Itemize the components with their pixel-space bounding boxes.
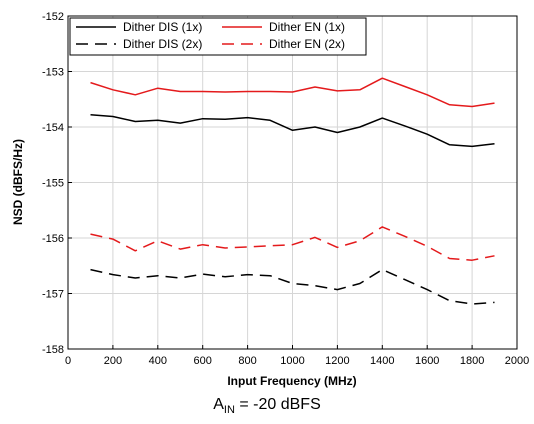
x-axis-title: Input Frequency (MHz) xyxy=(227,374,356,388)
legend-label-3: Dither EN (2x) xyxy=(269,37,345,51)
x-tick-label: 1400 xyxy=(370,355,394,367)
x-tick-label: 2000 xyxy=(505,355,529,367)
series-lines xyxy=(90,77,495,305)
caption-rest: = -20 dBFS xyxy=(234,396,321,413)
series-line-3 xyxy=(90,226,495,261)
legend: Dither DIS (1x) Dither EN (1x) Dither DIS … xyxy=(69,17,367,56)
y-axis-title: NSD (dBFS/Hz) xyxy=(11,139,25,225)
y-tick-label: -157 xyxy=(42,289,64,301)
ticks: 0 200 400 600 800 1000 1200 1400 1600 1800 2000 -15… xyxy=(42,11,529,367)
y-tick-label: -156 xyxy=(42,233,64,245)
x-tick-label: 600 xyxy=(194,355,212,367)
x-tick-label: 1600 xyxy=(415,355,439,367)
legend-label-1: Dither EN (1x) xyxy=(269,20,345,34)
y-tick-label: -154 xyxy=(42,122,64,134)
caption-subscript: IN xyxy=(223,404,235,417)
x-tick-label: 0 xyxy=(65,355,71,367)
grid xyxy=(67,15,518,350)
y-tick-label: -155 xyxy=(42,178,64,190)
legend-label-0: Dither DIS (1x) xyxy=(123,20,202,34)
series-line-1 xyxy=(90,77,495,108)
legend-box xyxy=(69,17,367,56)
x-tick-label: 200 xyxy=(104,355,122,367)
legend-label-2: Dither DIS (2x) xyxy=(123,37,202,51)
series-line-0 xyxy=(90,114,495,148)
caption-main: A xyxy=(213,396,224,413)
x-tick-label: 1000 xyxy=(280,355,304,367)
y-tick-label: -153 xyxy=(42,67,64,79)
x-tick-label: 1200 xyxy=(325,355,349,367)
x-tick-label: 800 xyxy=(238,355,256,367)
x-tick-label: 400 xyxy=(149,355,167,367)
y-tick-label: -152 xyxy=(42,11,64,23)
chart: 0 200 400 600 800 1000 1200 1400 1600 1800 2000 -15… xyxy=(11,11,529,388)
series-line-2 xyxy=(90,268,495,305)
x-tick-label: 1800 xyxy=(460,355,484,367)
y-tick-label: -158 xyxy=(42,344,64,356)
caption: AIN = -20 dBFS xyxy=(0,396,534,416)
